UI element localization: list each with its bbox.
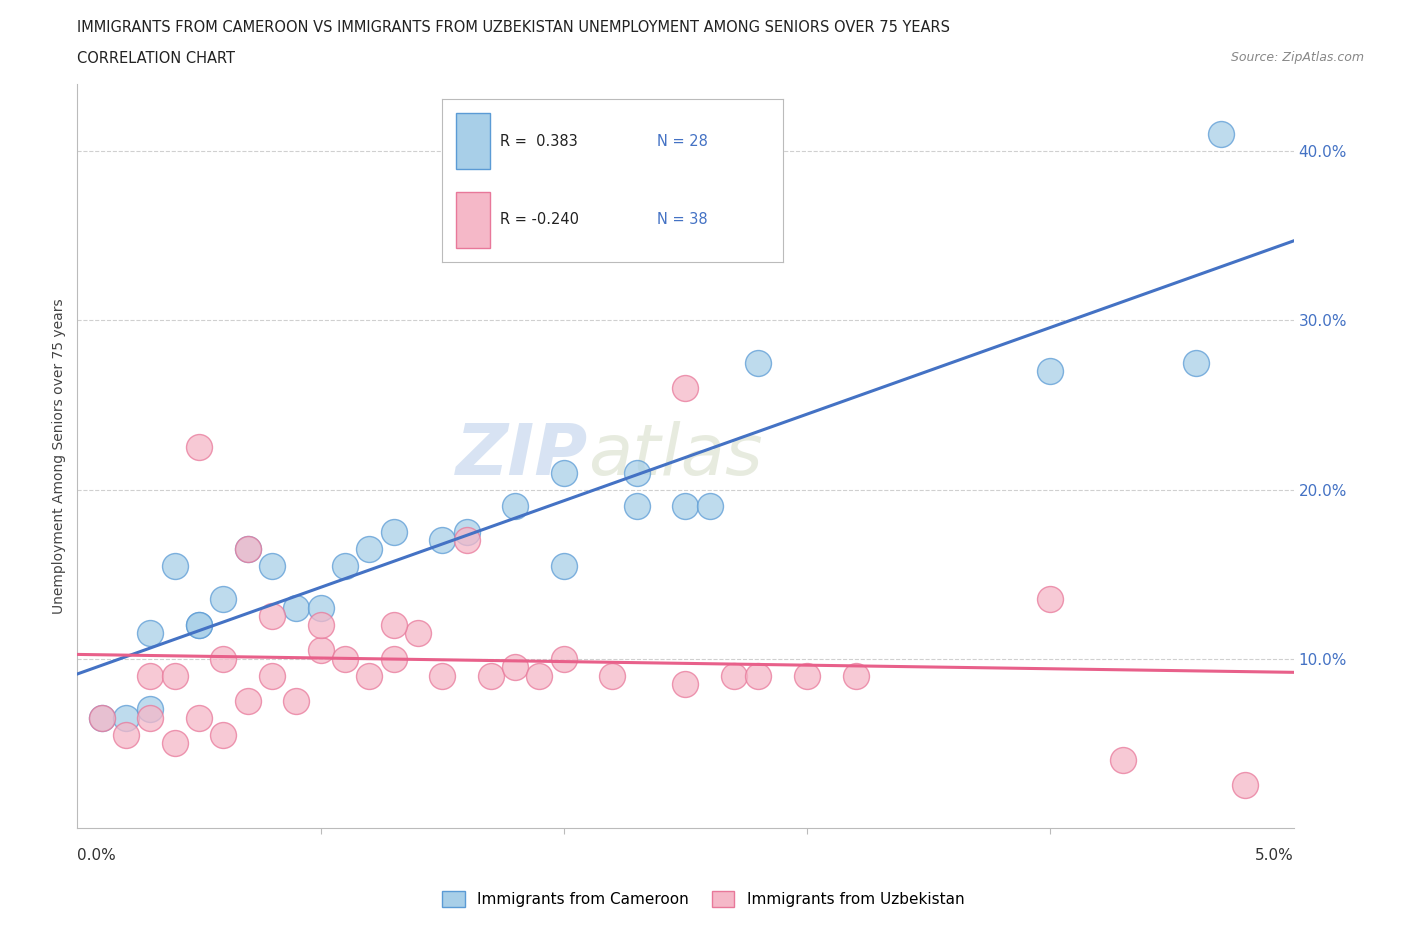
Point <box>553 651 575 666</box>
Point <box>1209 127 1232 142</box>
Point <box>845 668 868 683</box>
Point <box>699 499 721 514</box>
Point <box>139 702 162 717</box>
Point <box>675 380 697 395</box>
Text: Source: ZipAtlas.com: Source: ZipAtlas.com <box>1230 51 1364 64</box>
Point <box>406 626 429 641</box>
Point <box>1185 355 1208 370</box>
Point <box>479 668 502 683</box>
Point <box>382 651 405 666</box>
Point <box>430 533 453 548</box>
Point <box>626 465 648 480</box>
Point <box>163 668 186 683</box>
Point <box>1039 364 1062 379</box>
Point <box>456 525 478 539</box>
Text: IMMIGRANTS FROM CAMEROON VS IMMIGRANTS FROM UZBEKISTAN UNEMPLOYMENT AMONG SENIOR: IMMIGRANTS FROM CAMEROON VS IMMIGRANTS F… <box>77 20 950 35</box>
Point <box>260 558 283 573</box>
Point <box>430 668 453 683</box>
Point <box>309 618 332 632</box>
Point <box>359 668 381 683</box>
Text: 0.0%: 0.0% <box>77 848 117 863</box>
Point <box>1112 752 1135 767</box>
Point <box>1233 778 1256 793</box>
Legend: Immigrants from Cameroon, Immigrants from Uzbekistan: Immigrants from Cameroon, Immigrants fro… <box>436 884 970 913</box>
Point <box>285 694 308 709</box>
Point <box>333 651 356 666</box>
Point <box>139 626 162 641</box>
Point <box>333 558 356 573</box>
Point <box>212 651 235 666</box>
Point <box>260 668 283 683</box>
Point <box>382 525 405 539</box>
Point <box>675 676 697 691</box>
Text: ZIP: ZIP <box>456 421 588 490</box>
Point <box>188 618 211 632</box>
Point <box>236 541 259 556</box>
Y-axis label: Unemployment Among Seniors over 75 years: Unemployment Among Seniors over 75 years <box>52 298 66 614</box>
Point <box>139 711 162 725</box>
Point <box>503 659 526 674</box>
Point <box>90 711 112 725</box>
Point <box>747 355 769 370</box>
Point <box>285 601 308 616</box>
Point <box>139 668 162 683</box>
Point <box>163 736 186 751</box>
Text: 5.0%: 5.0% <box>1254 848 1294 863</box>
Point <box>212 727 235 742</box>
Point <box>188 440 211 455</box>
Point <box>188 618 211 632</box>
Point <box>90 711 112 725</box>
Point <box>747 668 769 683</box>
Text: CORRELATION CHART: CORRELATION CHART <box>77 51 235 66</box>
Point <box>675 499 697 514</box>
Point <box>236 694 259 709</box>
Point <box>456 533 478 548</box>
Point <box>796 668 818 683</box>
Point <box>1039 592 1062 607</box>
Point <box>115 711 138 725</box>
Point <box>236 541 259 556</box>
Point <box>553 465 575 480</box>
Point <box>602 668 624 683</box>
Point <box>503 499 526 514</box>
Point <box>626 499 648 514</box>
Point <box>553 558 575 573</box>
Point <box>382 618 405 632</box>
Point <box>309 643 332 658</box>
Point <box>723 668 745 683</box>
Point <box>359 541 381 556</box>
Point <box>163 558 186 573</box>
Text: atlas: atlas <box>588 421 762 490</box>
Point <box>309 601 332 616</box>
Point <box>529 668 551 683</box>
Point <box>188 711 211 725</box>
Point <box>260 609 283 624</box>
Point <box>212 592 235 607</box>
Point <box>115 727 138 742</box>
